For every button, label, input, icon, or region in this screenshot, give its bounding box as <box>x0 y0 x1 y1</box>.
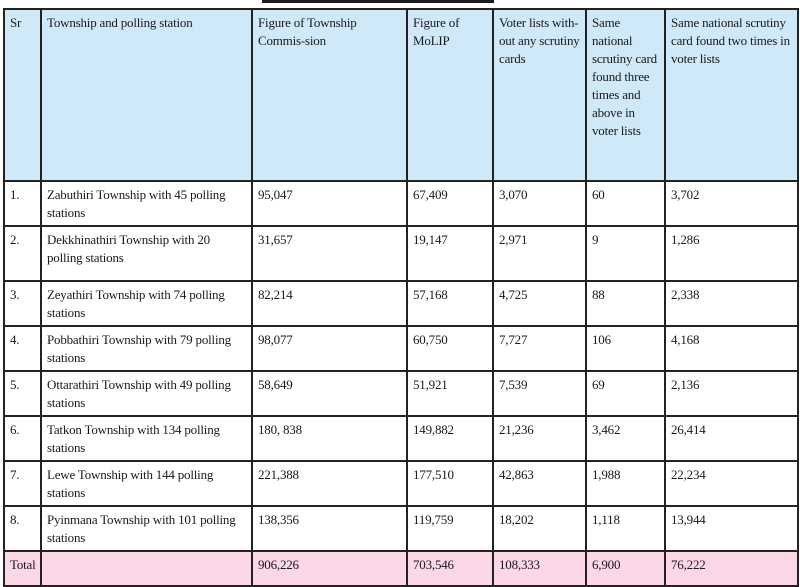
cell-township: Tatkon Township with 134 polling station… <box>40 415 253 462</box>
total-row: Total 906,226 703,546 108,333 6,900 76,2… <box>3 550 799 587</box>
cell-two-times: 1,286 <box>664 225 799 282</box>
cell-no-card: 18,202 <box>492 505 587 552</box>
cell-molip: 51,921 <box>406 370 494 417</box>
cell-two-times: 26,414 <box>664 415 799 462</box>
cell-molip: 177,510 <box>406 460 494 507</box>
cell-three-times: 69 <box>585 370 666 417</box>
cell-molip: 57,168 <box>406 280 494 327</box>
cell-no-card: 7,539 <box>492 370 587 417</box>
cell-commission: 95,047 <box>251 180 408 227</box>
cell-sr: 8. <box>3 505 42 552</box>
total-no-card: 108,333 <box>492 550 587 587</box>
header-three-times: Same national scrutiny card found three … <box>585 8 666 182</box>
table-row: 3. Zeyathiri Township with 74 polling st… <box>3 280 799 327</box>
header-township: Township and polling station <box>40 8 253 182</box>
table-row: 4. Pobbathiri Township with 79 polling s… <box>3 325 799 372</box>
cell-sr: 2. <box>3 225 42 282</box>
total-three-times: 6,900 <box>585 550 666 587</box>
cell-commission: 180, 838 <box>251 415 408 462</box>
cell-three-times: 1,118 <box>585 505 666 552</box>
table-row: 2. Dekkhinathiri Township with 20 pollin… <box>3 225 799 282</box>
cell-two-times: 2,338 <box>664 280 799 327</box>
cell-sr: 1. <box>3 180 42 227</box>
page-top-edge <box>0 0 800 8</box>
cell-no-card: 4,725 <box>492 280 587 327</box>
cell-sr: 7. <box>3 460 42 507</box>
cell-commission: 98,077 <box>251 325 408 372</box>
table-row: 8. Pyinmana Township with 101 polling st… <box>3 505 799 552</box>
total-label: Total <box>3 550 42 587</box>
total-molip: 703,546 <box>406 550 494 587</box>
header-township-commission: Figure of Township Commis-sion <box>251 8 408 182</box>
cell-molip: 67,409 <box>406 180 494 227</box>
table-row: 7. Lewe Township with 144 polling statio… <box>3 460 799 507</box>
cell-sr: 3. <box>3 280 42 327</box>
cropped-title-remnant <box>262 0 494 3</box>
cell-sr: 6. <box>3 415 42 462</box>
cell-three-times: 1,988 <box>585 460 666 507</box>
header-two-times: Same national scrutiny card found two ti… <box>664 8 799 182</box>
cell-commission: 138,356 <box>251 505 408 552</box>
voter-list-table: Sr Township and polling station Figure o… <box>3 8 799 587</box>
cell-township: Dekkhinathiri Township with 20 polling s… <box>40 225 253 282</box>
cell-township: Pyinmana Township with 101 polling stati… <box>40 505 253 552</box>
cell-two-times: 2,136 <box>664 370 799 417</box>
cell-commission: 58,649 <box>251 370 408 417</box>
cell-commission: 31,657 <box>251 225 408 282</box>
table-row: 6. Tatkon Township with 134 polling stat… <box>3 415 799 462</box>
cell-molip: 19,147 <box>406 225 494 282</box>
cell-sr: 5. <box>3 370 42 417</box>
cell-no-card: 3,070 <box>492 180 587 227</box>
cell-no-card: 42,863 <box>492 460 587 507</box>
cell-three-times: 3,462 <box>585 415 666 462</box>
cell-commission: 82,214 <box>251 280 408 327</box>
cell-township: Zabuthiri Township with 45 polling stati… <box>40 180 253 227</box>
cell-commission: 221,388 <box>251 460 408 507</box>
total-two-times: 76,222 <box>664 550 799 587</box>
cell-molip: 149,882 <box>406 415 494 462</box>
table-header-row: Sr Township and polling station Figure o… <box>3 8 799 182</box>
cell-molip: 119,759 <box>406 505 494 552</box>
cell-township: Zeyathiri Township with 74 polling stati… <box>40 280 253 327</box>
cell-three-times: 60 <box>585 180 666 227</box>
header-no-scrutiny-card: Voter lists with-out any scrutiny cards <box>492 8 587 182</box>
header-molip: Figure of MoLIP <box>406 8 494 182</box>
cell-three-times: 9 <box>585 225 666 282</box>
header-sr: Sr <box>3 8 42 182</box>
cell-township: Pobbathiri Township with 79 polling stat… <box>40 325 253 372</box>
cell-sr: 4. <box>3 325 42 372</box>
cell-three-times: 88 <box>585 280 666 327</box>
cell-two-times: 4,168 <box>664 325 799 372</box>
table-row: 1. Zabuthiri Township with 45 polling st… <box>3 180 799 227</box>
cell-no-card: 7,727 <box>492 325 587 372</box>
cell-no-card: 2,971 <box>492 225 587 282</box>
total-township-blank <box>40 550 253 587</box>
cell-molip: 60,750 <box>406 325 494 372</box>
table-row: 5. Ottarathiri Township with 49 polling … <box>3 370 799 417</box>
cell-township: Ottarathiri Township with 49 polling sta… <box>40 370 253 417</box>
cell-two-times: 13,944 <box>664 505 799 552</box>
cell-no-card: 21,236 <box>492 415 587 462</box>
cell-township: Lewe Township with 144 polling stations <box>40 460 253 507</box>
cell-two-times: 3,702 <box>664 180 799 227</box>
total-commission: 906,226 <box>251 550 408 587</box>
cell-three-times: 106 <box>585 325 666 372</box>
cell-two-times: 22,234 <box>664 460 799 507</box>
